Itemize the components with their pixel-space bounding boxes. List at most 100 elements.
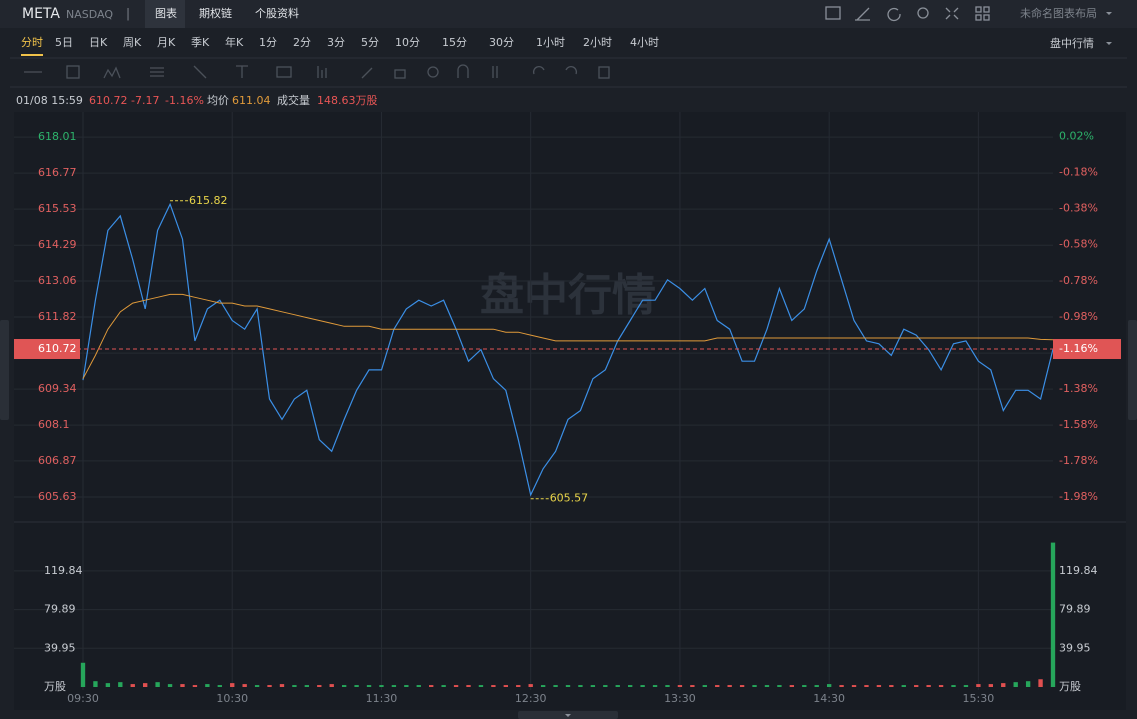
- exchange: NASDAQ: [66, 8, 113, 21]
- period[interactable]: 季K: [191, 36, 210, 49]
- volume-bar: [379, 685, 384, 687]
- volume-bar: [478, 685, 484, 687]
- icon[interactable]: [855, 7, 870, 21]
- volume-bar: [901, 685, 906, 687]
- volume-bar: [988, 684, 993, 687]
- tool[interactable]: [598, 66, 610, 79]
- vol-tick-label-right: 79.89: [1059, 603, 1091, 616]
- period[interactable]: 15分: [442, 36, 467, 49]
- volume-bar: [665, 685, 670, 687]
- tool[interactable]: [276, 66, 292, 78]
- tool[interactable]: [103, 66, 121, 79]
- volume-bar: [690, 685, 695, 687]
- last-price-label: 610.72: [38, 342, 77, 355]
- right-handle[interactable]: [1128, 320, 1137, 420]
- y2-tick-label: -1.98%: [1059, 490, 1098, 503]
- tool[interactable]: [193, 65, 207, 79]
- volume-bar: [1050, 542, 1056, 687]
- tool[interactable]: [565, 66, 578, 75]
- icon[interactable]: [825, 6, 841, 20]
- dropdown-arrow: [1106, 42, 1112, 45]
- layout-name[interactable]: 未命名图表布局: [1020, 6, 1097, 20]
- volume-bar: [230, 683, 235, 687]
- period[interactable]: 周K: [123, 36, 142, 49]
- tool[interactable]: [66, 65, 80, 79]
- icon[interactable]: [983, 14, 990, 21]
- volume-bar: [341, 685, 347, 687]
- avg-line: [82, 293, 1054, 379]
- volume-bar: [80, 662, 86, 687]
- info-datetime: 01/08 15:59: [16, 94, 83, 107]
- dropdown-arrow: [1106, 12, 1112, 15]
- tool[interactable]: [361, 67, 373, 79]
- period[interactable]: 3分: [327, 36, 345, 49]
- volume-bar: [167, 684, 173, 687]
- tool[interactable]: [394, 69, 406, 79]
- period[interactable]: 日K: [89, 36, 108, 49]
- tab[interactable]: 期权链: [199, 6, 232, 20]
- volume-bar: [503, 685, 508, 687]
- volume-bar: [889, 685, 894, 687]
- period[interactable]: 4小时: [630, 36, 659, 49]
- icon[interactable]: [945, 7, 959, 20]
- volume-bar: [715, 685, 720, 687]
- volume-bar: [702, 685, 707, 687]
- y2-tick-label: -0.98%: [1059, 310, 1098, 323]
- volume-bar: [814, 685, 819, 687]
- period[interactable]: 2小时: [583, 36, 612, 49]
- last-pct-box: [1053, 339, 1121, 360]
- period[interactable]: 1小时: [536, 36, 565, 49]
- volume-bar: [914, 685, 919, 687]
- volume-bar: [752, 685, 757, 687]
- top-bar: [0, 0, 1137, 28]
- info-price: 610.72: [89, 94, 128, 107]
- icon[interactable]: [975, 6, 982, 13]
- tool[interactable]: [532, 66, 545, 75]
- icon[interactable]: [917, 7, 929, 19]
- left-handle[interactable]: [0, 320, 9, 420]
- mode-select[interactable]: 盘中行情: [1050, 36, 1094, 50]
- y2-tick-label: -0.58%: [1059, 238, 1098, 251]
- period[interactable]: 1分: [259, 36, 277, 49]
- volume-bar: [267, 685, 272, 687]
- extreme-label: 615.82: [189, 194, 228, 207]
- volume-bar: [1013, 682, 1018, 687]
- period[interactable]: 10分: [395, 36, 420, 49]
- volume-bar: [516, 685, 521, 687]
- period[interactable]: 2分: [293, 36, 311, 49]
- tab[interactable]: 个股资料: [255, 6, 299, 20]
- volume-bar: [155, 682, 160, 687]
- tool[interactable]: [150, 67, 164, 77]
- vol-tick-label: 79.89: [44, 603, 76, 616]
- vol-tick-label-right: 39.95: [1059, 641, 1091, 654]
- volume-bar: [329, 684, 334, 687]
- period[interactable]: 30分: [489, 36, 514, 49]
- tab[interactable]: 图表: [155, 6, 177, 20]
- icon[interactable]: [975, 14, 982, 21]
- volume-bar: [578, 685, 583, 687]
- tool[interactable]: [427, 66, 439, 78]
- period[interactable]: 年K: [225, 35, 244, 49]
- period[interactable]: 5日: [55, 36, 73, 49]
- volume-bar: [615, 685, 620, 687]
- icon[interactable]: [983, 6, 990, 13]
- info-avg-label: 均价: [207, 94, 229, 107]
- period[interactable]: 月K: [157, 36, 176, 49]
- period[interactable]: 5分: [361, 36, 379, 49]
- volume-bar: [764, 685, 770, 687]
- period-underline: [21, 54, 43, 56]
- info-vol: 148.63万股: [317, 94, 378, 107]
- chart-area: [14, 112, 1126, 710]
- volume-bar: [1025, 681, 1031, 687]
- tool[interactable]: [236, 65, 248, 78]
- volume-bar: [603, 685, 608, 687]
- volume-bar: [876, 685, 882, 687]
- period[interactable]: 分时: [21, 36, 43, 49]
- tool[interactable]: [317, 66, 327, 78]
- icon[interactable]: [887, 7, 901, 22]
- tool[interactable]: [457, 64, 469, 78]
- y2-tick-label: -0.18%: [1059, 166, 1098, 179]
- x-tick-label: 13:30: [664, 692, 696, 705]
- volume-bar: [453, 685, 459, 687]
- tool[interactable]: [492, 66, 498, 78]
